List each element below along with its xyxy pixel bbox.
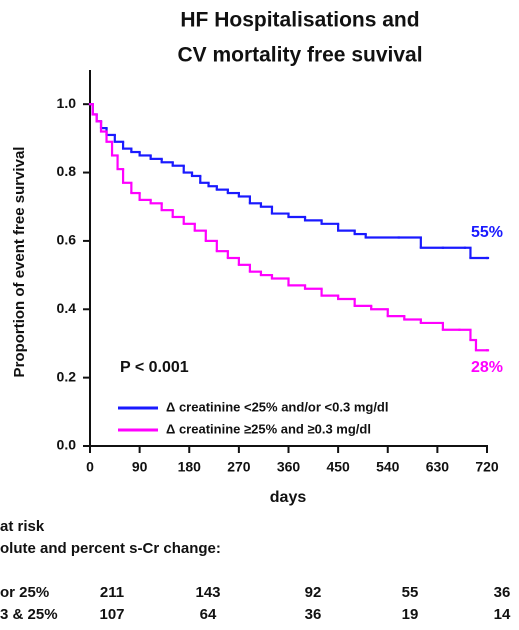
x-tick-label: 0	[86, 459, 94, 475]
risk-count: 64	[200, 606, 217, 623]
chart-title: HF Hospitalisations and	[180, 9, 419, 32]
y-tick-label: 0.4	[57, 300, 77, 316]
x-tick-label: 180	[178, 459, 202, 475]
p-value: P < 0.001	[120, 359, 189, 376]
risk-count: 55	[402, 584, 419, 601]
y-tick-label: 0.2	[57, 368, 77, 384]
risk-count: 19	[402, 606, 419, 623]
risk-count: 92	[305, 584, 322, 601]
x-axis-label: days	[270, 489, 307, 506]
y-tick-label: 0.6	[57, 232, 77, 248]
x-tick-label: 540	[376, 459, 400, 475]
chart-title: CV mortality free suvival	[177, 44, 422, 67]
risk-title: at risk	[0, 518, 45, 535]
x-tick-label: 630	[426, 459, 450, 475]
y-tick-label: 1.0	[57, 95, 77, 111]
legend-label: Δ creatinine <25% and/or <0.3 mg/dl	[166, 399, 388, 414]
risk-subtitle: olute and percent s-Cr change:	[0, 540, 221, 557]
risk-row-label: or 25%	[0, 584, 49, 601]
risk-count: 143	[195, 584, 220, 601]
x-tick-label: 270	[227, 459, 251, 475]
y-axis-label: Proportion of event free survival	[11, 147, 28, 378]
x-tick-label: 720	[475, 459, 499, 475]
risk-row-label: 3 & 25%	[0, 606, 58, 623]
x-tick-label: 360	[277, 459, 301, 475]
end-label: 55%	[471, 224, 503, 241]
x-tick-label: 450	[326, 459, 350, 475]
y-tick-label: 0.0	[57, 437, 77, 453]
end-label: 28%	[471, 359, 503, 376]
x-tick-label: 90	[132, 459, 148, 475]
risk-count: 107	[99, 606, 124, 623]
risk-count: 36	[494, 584, 511, 601]
risk-count: 36	[305, 606, 322, 623]
risk-count: 211	[100, 584, 124, 601]
y-tick-label: 0.8	[57, 163, 77, 179]
risk-count: 14	[494, 606, 511, 623]
legend-label: Δ creatinine ≥25% and ≥0.3 mg/dl	[166, 421, 371, 436]
